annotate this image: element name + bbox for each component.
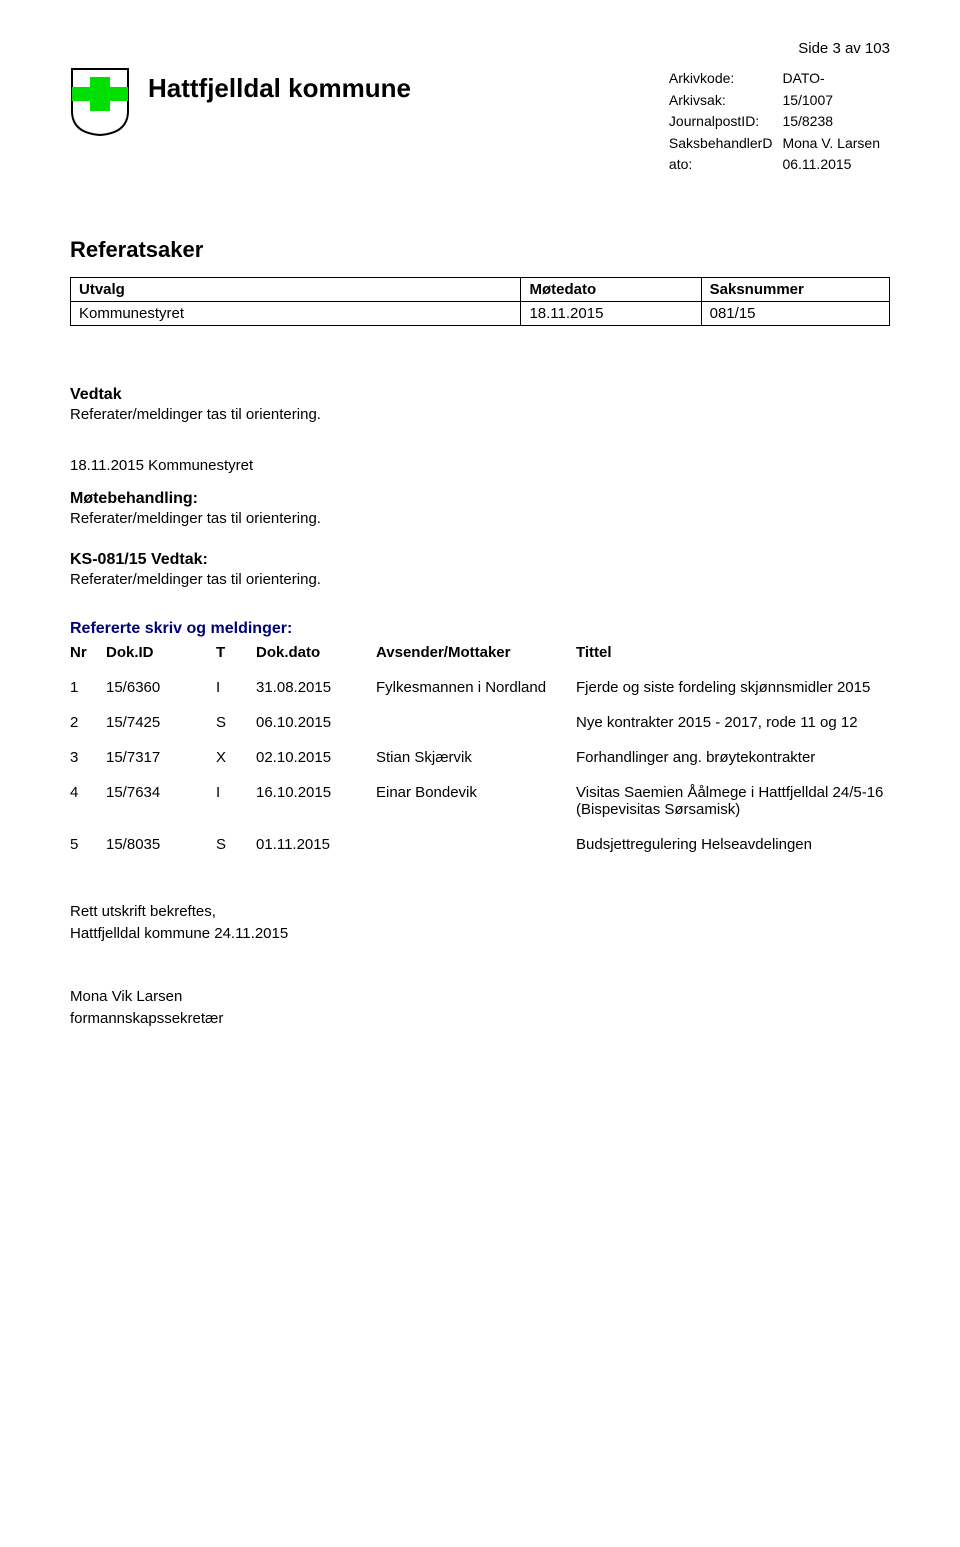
r-dato: 02.10.2015: [256, 749, 376, 766]
r-nr: 3: [70, 749, 106, 766]
meta-value: Mona V. Larsen: [782, 134, 888, 154]
footer-line2: Hattfjelldal kommune 24.11.2015: [70, 923, 890, 946]
footer-role: formannskapssekretær: [70, 1008, 890, 1031]
meta-label: ato:: [669, 155, 781, 175]
r-dato: 06.10.2015: [256, 714, 376, 731]
dated-line: 18.11.2015 Kommunestyret: [70, 457, 890, 474]
r-nr: 1: [70, 679, 106, 696]
cell-motedato: 18.11.2015: [521, 301, 701, 325]
r-id: 15/7317: [106, 749, 216, 766]
table-header-row: Utvalg Møtedato Saksnummer: [71, 277, 890, 301]
h-av: Avsender/Mottaker: [376, 644, 576, 661]
r-dato: 16.10.2015: [256, 784, 376, 801]
meta-value: 06.11.2015: [782, 155, 888, 175]
page-number: Side 3 av 103: [70, 40, 890, 57]
ref-row: 5 15/8035 S 01.11.2015 Budsjettregulerin…: [70, 836, 890, 853]
r-tittel: Fjerde og siste fordeling skjønnsmidler …: [576, 679, 890, 696]
table-row: Kommunestyret 18.11.2015 081/15: [71, 301, 890, 325]
meta-table: Arkivkode:DATO- Arkivsak:15/1007 Journal…: [667, 67, 890, 177]
r-tittel: Budsjettregulering Helseavdelingen: [576, 836, 890, 853]
footer-name: Mona Vik Larsen: [70, 986, 890, 1009]
meta-value: DATO-: [782, 69, 888, 89]
municipality-logo-icon: [70, 67, 130, 137]
ref-row: 1 15/6360 I 31.08.2015 Fylkesmannen i No…: [70, 679, 890, 696]
ref-row: 2 15/7425 S 06.10.2015 Nye kontrakter 20…: [70, 714, 890, 731]
document-page: Side 3 av 103 Hattfjelldal kommune Arkiv…: [0, 0, 960, 1081]
cell-utvalg: Kommunestyret: [71, 301, 521, 325]
cell-saksnummer: 081/15: [701, 301, 889, 325]
r-av: Einar Bondevik: [376, 784, 576, 801]
section-title: Referatsaker: [70, 237, 890, 263]
refererte-header: Nr Dok.ID T Dok.dato Avsender/Mottaker T…: [70, 644, 890, 661]
document-header: Hattfjelldal kommune Arkivkode:DATO- Ark…: [70, 67, 890, 177]
col-saksnummer: Saksnummer: [701, 277, 889, 301]
h-tittel: Tittel: [576, 644, 890, 661]
r-nr: 2: [70, 714, 106, 731]
r-t: S: [216, 714, 256, 731]
r-t: I: [216, 679, 256, 696]
meta-value: 15/1007: [782, 91, 888, 111]
meta-label: Arkivkode:: [669, 69, 781, 89]
meta-label: JournalpostID:: [669, 112, 781, 132]
ks-vedtak-text: Referater/meldinger tas til orientering.: [70, 571, 890, 588]
motebehandling-text: Referater/meldinger tas til orientering.: [70, 510, 890, 527]
h-dato: Dok.dato: [256, 644, 376, 661]
r-dato: 01.11.2015: [256, 836, 376, 853]
col-utvalg: Utvalg: [71, 277, 521, 301]
footer-block: Rett utskrift bekreftes, Hattfjelldal ko…: [70, 901, 890, 1031]
r-t: X: [216, 749, 256, 766]
r-nr: 5: [70, 836, 106, 853]
r-tittel: Visitas Saemien Åålmege i Hattfjelldal 2…: [576, 784, 890, 818]
r-tittel: Forhandlinger ang. brøytekontrakter: [576, 749, 890, 766]
ks-vedtak-title: KS-081/15 Vedtak:: [70, 551, 890, 569]
r-nr: 4: [70, 784, 106, 801]
utvalg-table: Utvalg Møtedato Saksnummer Kommunestyret…: [70, 277, 890, 326]
r-tittel: Nye kontrakter 2015 - 2017, rode 11 og 1…: [576, 714, 890, 731]
meta-label: SaksbehandlerD: [669, 134, 781, 154]
r-id: 15/6360: [106, 679, 216, 696]
r-id: 15/7634: [106, 784, 216, 801]
r-dato: 31.08.2015: [256, 679, 376, 696]
motebehandling-block: Møtebehandling: Referater/meldinger tas …: [70, 490, 890, 527]
meta-value: 15/8238: [782, 112, 888, 132]
motebehandling-title: Møtebehandling:: [70, 490, 890, 508]
vedtak-block: Vedtak Referater/meldinger tas til orien…: [70, 386, 890, 423]
r-av: Fylkesmannen i Nordland: [376, 679, 576, 696]
vedtak-title: Vedtak: [70, 386, 890, 404]
vedtak-text: Referater/meldinger tas til orientering.: [70, 406, 890, 423]
ref-row: 3 15/7317 X 02.10.2015 Stian Skjærvik Fo…: [70, 749, 890, 766]
r-t: S: [216, 836, 256, 853]
footer-line1: Rett utskrift bekreftes,: [70, 901, 890, 924]
org-title: Hattfjelldal kommune: [148, 67, 649, 104]
col-motedato: Møtedato: [521, 277, 701, 301]
refererte-title: Refererte skriv og meldinger:: [70, 620, 890, 638]
r-t: I: [216, 784, 256, 801]
meta-label: Arkivsak:: [669, 91, 781, 111]
r-id: 15/8035: [106, 836, 216, 853]
r-av: Stian Skjærvik: [376, 749, 576, 766]
h-nr: Nr: [70, 644, 106, 661]
r-id: 15/7425: [106, 714, 216, 731]
ref-row: 4 15/7634 I 16.10.2015 Einar Bondevik Vi…: [70, 784, 890, 818]
ks-vedtak-block: KS-081/15 Vedtak: Referater/meldinger ta…: [70, 551, 890, 588]
h-id: Dok.ID: [106, 644, 216, 661]
h-t: T: [216, 644, 256, 661]
